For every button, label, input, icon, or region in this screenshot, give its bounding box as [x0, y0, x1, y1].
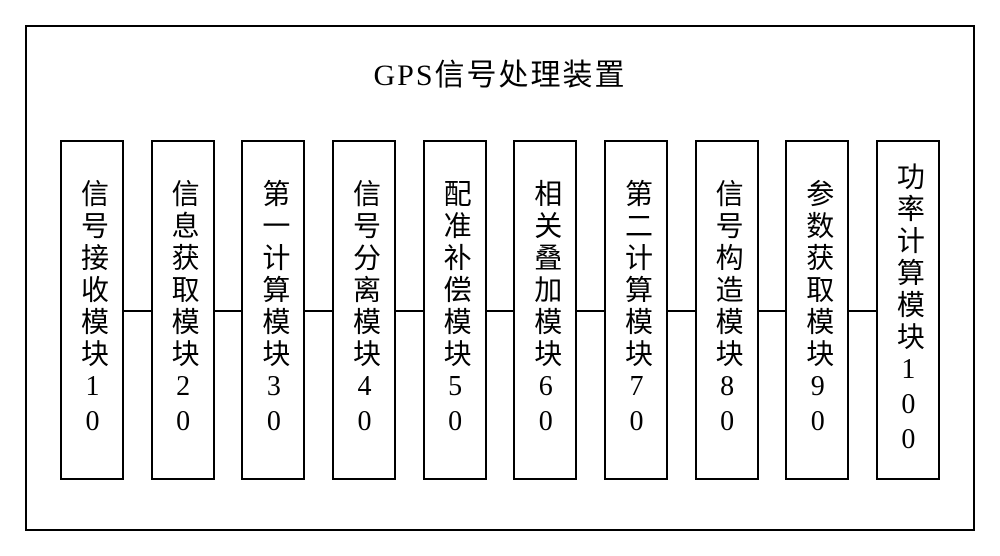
- module-label: 信息获取模块20: [169, 179, 197, 441]
- module-label: 信号接收模块10: [78, 179, 106, 441]
- module-box: 第一计算模块30: [241, 140, 305, 480]
- connector-line: [124, 310, 151, 312]
- module-box: 信号分离模块40: [332, 140, 396, 480]
- diagram-title: GPS信号处理装置: [25, 50, 975, 94]
- module-label: 第二计算模块70: [622, 179, 650, 441]
- module-box: 信号接收模块10: [60, 140, 124, 480]
- module-box: 相关叠加模块60: [513, 140, 577, 480]
- module-box: 信息获取模块20: [151, 140, 215, 480]
- module-label: 参数获取模块90: [803, 179, 831, 441]
- module-box: 配准补偿模块50: [423, 140, 487, 480]
- diagram-canvas: GPS信号处理装置 信号接收模块10 信息获取模块20 第一计算模块30 信号分离模块…: [0, 0, 1000, 556]
- module-box: 参数获取模块90: [785, 140, 849, 480]
- connector-line: [396, 310, 423, 312]
- module-label: 第一计算模块30: [259, 179, 287, 441]
- module-label: 信号构造模块80: [713, 179, 741, 441]
- module-box: 第二计算模块70: [604, 140, 668, 480]
- connector-line: [215, 310, 242, 312]
- connector-line: [759, 310, 786, 312]
- module-box: 信号构造模块80: [695, 140, 759, 480]
- connector-line: [668, 310, 695, 312]
- module-label: 相关叠加模块60: [531, 179, 559, 441]
- connector-line: [487, 310, 514, 312]
- module-label: 功率计算模块100: [894, 162, 922, 459]
- connector-line: [305, 310, 332, 312]
- module-label: 配准补偿模块50: [441, 179, 469, 441]
- connector-line: [577, 310, 604, 312]
- module-box: 功率计算模块100: [876, 140, 940, 480]
- module-label: 信号分离模块40: [350, 179, 378, 441]
- connector-line: [849, 310, 876, 312]
